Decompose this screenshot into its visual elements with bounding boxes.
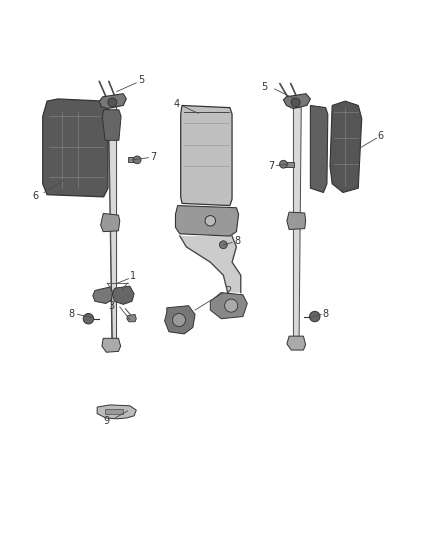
Polygon shape (127, 314, 136, 322)
Polygon shape (99, 94, 126, 109)
Text: 2: 2 (225, 286, 231, 296)
Circle shape (205, 215, 215, 226)
Polygon shape (283, 161, 294, 167)
Polygon shape (43, 99, 108, 197)
Polygon shape (127, 157, 137, 163)
Circle shape (310, 311, 320, 322)
Polygon shape (102, 338, 120, 352)
Text: 8: 8 (322, 309, 328, 319)
Polygon shape (210, 293, 247, 319)
Circle shape (133, 156, 141, 164)
Polygon shape (113, 286, 134, 304)
Text: 5: 5 (261, 82, 268, 92)
Polygon shape (311, 106, 328, 192)
Text: 4: 4 (174, 99, 180, 109)
Text: 7: 7 (150, 152, 156, 162)
Text: 5: 5 (138, 75, 145, 85)
Text: 9: 9 (103, 416, 110, 426)
Polygon shape (330, 101, 362, 192)
Polygon shape (105, 409, 123, 415)
Text: 1: 1 (130, 271, 136, 281)
Polygon shape (101, 213, 120, 232)
Polygon shape (180, 236, 241, 293)
Text: 6: 6 (32, 191, 39, 201)
Text: 3: 3 (109, 301, 115, 311)
Circle shape (219, 241, 227, 249)
Circle shape (173, 313, 185, 327)
Circle shape (291, 98, 300, 107)
Text: 8: 8 (68, 309, 74, 319)
Polygon shape (283, 94, 311, 109)
Polygon shape (97, 405, 136, 419)
Text: 8: 8 (234, 236, 240, 246)
Text: 7: 7 (268, 161, 275, 172)
Circle shape (225, 299, 238, 312)
Circle shape (108, 98, 117, 107)
Polygon shape (165, 305, 195, 334)
Polygon shape (102, 110, 121, 140)
Polygon shape (109, 103, 116, 345)
Polygon shape (287, 212, 306, 230)
Polygon shape (176, 206, 239, 236)
Polygon shape (287, 336, 306, 350)
Polygon shape (293, 108, 301, 341)
Circle shape (279, 160, 287, 168)
Text: 6: 6 (378, 131, 384, 141)
Circle shape (83, 313, 94, 324)
Polygon shape (181, 106, 232, 206)
Polygon shape (93, 287, 113, 303)
